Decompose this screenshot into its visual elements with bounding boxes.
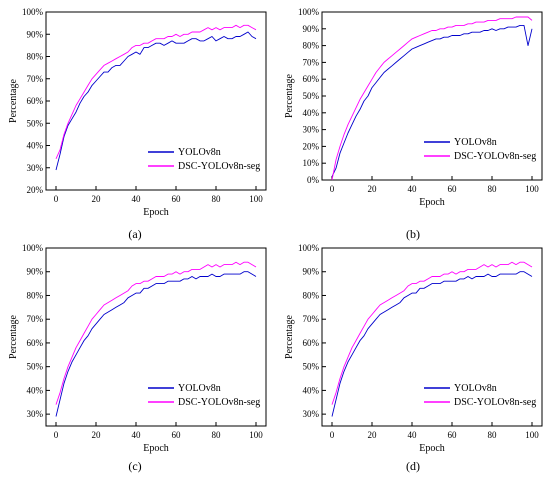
legend-label: YOLOv8n — [178, 383, 221, 394]
panel-label: (c) — [128, 459, 141, 473]
x-tick-label: 100 — [249, 430, 263, 440]
series-line — [331, 16, 533, 181]
x-tick-label: 100 — [525, 184, 539, 194]
legend: YOLOv8n DSC-YOLOv8n-seg — [424, 137, 536, 162]
y-tick-label: 80% — [27, 52, 44, 62]
y-tick-label: 90% — [303, 24, 320, 34]
y-tick-label: 40% — [27, 385, 44, 395]
x-tick-label: 40 — [408, 184, 418, 194]
y-tick-label: 50% — [303, 91, 320, 101]
x-tick-label: 60 — [448, 184, 458, 194]
y-tick-label: 100% — [22, 7, 44, 17]
y-tick-label: 30% — [27, 409, 44, 419]
y-tick-label: 60% — [27, 96, 44, 106]
series-line — [55, 31, 257, 171]
y-tick-label: 60% — [303, 74, 320, 84]
x-tick-label: 100 — [249, 194, 263, 204]
x-axis-title: Epoch — [143, 443, 169, 454]
legend-label: YOLOv8n — [454, 383, 497, 394]
x-tick-label: 60 — [172, 194, 182, 204]
y-tick-label: 70% — [303, 57, 320, 67]
panel-label: (a) — [128, 227, 141, 241]
legend-label: YOLOv8n — [178, 147, 221, 158]
x-tick-label: 20 — [368, 430, 378, 440]
x-tick-label: 40 — [132, 194, 142, 204]
x-tick-label: 20 — [92, 194, 102, 204]
y-tick-label: 40% — [303, 108, 320, 118]
y-tick-label: 50% — [27, 362, 44, 372]
y-tick-label: 100% — [22, 243, 44, 253]
legend-label: DSC-YOLOv8n-seg — [178, 397, 260, 408]
y-tick-label: 70% — [27, 314, 44, 324]
y-tick-label: 20% — [27, 185, 44, 195]
chart-panel: 0 20 40 60 80 100 20% 30% 40% 50% 60% 70% 80% 90% 100%… — [8, 7, 267, 241]
panel-label: (d) — [406, 459, 420, 473]
series-line — [331, 271, 533, 417]
series-line — [55, 24, 257, 159]
y-tick-label: 80% — [303, 41, 320, 51]
y-tick-label: 60% — [27, 338, 44, 348]
legend-label: DSC-YOLOv8n-seg — [454, 151, 536, 162]
panel-label: (b) — [406, 227, 420, 241]
chart-panel: 0 20 40 60 80 100 30% 40% 50% 60% 70% 80% 90% 100% Epo… — [8, 243, 267, 473]
y-tick-label: 90% — [27, 29, 44, 39]
y-axis-title: Percentage — [284, 74, 295, 118]
legend-label: YOLOv8n — [454, 137, 497, 148]
x-axis-title: Epoch — [143, 207, 169, 218]
y-tick-label: 90% — [27, 267, 44, 277]
y-axis-title: Percentage — [284, 315, 295, 359]
x-tick-label: 80 — [212, 430, 222, 440]
y-tick-label: 80% — [27, 290, 44, 300]
x-tick-label: 80 — [488, 184, 498, 194]
x-tick-label: 80 — [488, 430, 498, 440]
y-tick-label: 70% — [303, 314, 320, 324]
x-tick-label: 0 — [54, 194, 59, 204]
x-tick-label: 100 — [525, 430, 539, 440]
x-tick-label: 0 — [330, 430, 335, 440]
legend-label: DSC-YOLOv8n-seg — [454, 397, 536, 408]
x-tick-label: 0 — [54, 430, 59, 440]
series-line — [55, 261, 257, 405]
y-tick-label: 10% — [303, 158, 320, 168]
legend: YOLOv8n DSC-YOLOv8n-seg — [148, 147, 260, 172]
series-line — [331, 24, 533, 177]
x-axis-title: Epoch — [419, 443, 445, 454]
x-tick-label: 60 — [172, 430, 182, 440]
x-tick-label: 80 — [212, 194, 222, 204]
series-line — [55, 271, 257, 417]
y-tick-label: 20% — [303, 141, 320, 151]
chart-panel: 0 20 40 60 80 100 30% 40% 50% 60% 70% 80% 90% 100% Epo… — [284, 243, 543, 473]
y-tick-label: 100% — [298, 7, 320, 17]
chart-panel: 0 20 40 60 80 100 0% 10% 20% 30% 40% 50% 60% 70% 80% 90… — [284, 7, 543, 241]
y-tick-label: 80% — [303, 290, 320, 300]
x-tick-label: 60 — [448, 430, 458, 440]
x-tick-label: 20 — [92, 430, 102, 440]
x-tick-label: 20 — [368, 184, 378, 194]
y-axis-title: Percentage — [8, 315, 19, 359]
plot-frame — [45, 247, 267, 427]
y-tick-label: 0% — [307, 175, 320, 185]
y-tick-label: 90% — [303, 267, 320, 277]
legend: YOLOv8n DSC-YOLOv8n-seg — [148, 383, 260, 408]
x-axis-title: Epoch — [419, 197, 445, 208]
plot-frame — [321, 247, 543, 427]
y-tick-label: 30% — [303, 125, 320, 135]
x-tick-label: 0 — [330, 184, 335, 194]
y-axis-title: Percentage — [8, 79, 19, 123]
legend-label: DSC-YOLOv8n-seg — [178, 161, 260, 172]
y-tick-label: 70% — [27, 74, 44, 84]
y-tick-label: 60% — [303, 338, 320, 348]
y-tick-label: 40% — [27, 141, 44, 151]
x-tick-label: 40 — [408, 430, 418, 440]
y-tick-label: 100% — [298, 243, 320, 253]
y-tick-label: 40% — [303, 385, 320, 395]
x-tick-label: 40 — [132, 430, 142, 440]
y-tick-label: 50% — [27, 118, 44, 128]
series-line — [331, 261, 533, 405]
y-tick-label: 30% — [27, 163, 44, 173]
legend: YOLOv8n DSC-YOLOv8n-seg — [424, 383, 536, 408]
y-tick-label: 30% — [303, 409, 320, 419]
y-tick-label: 50% — [303, 362, 320, 372]
